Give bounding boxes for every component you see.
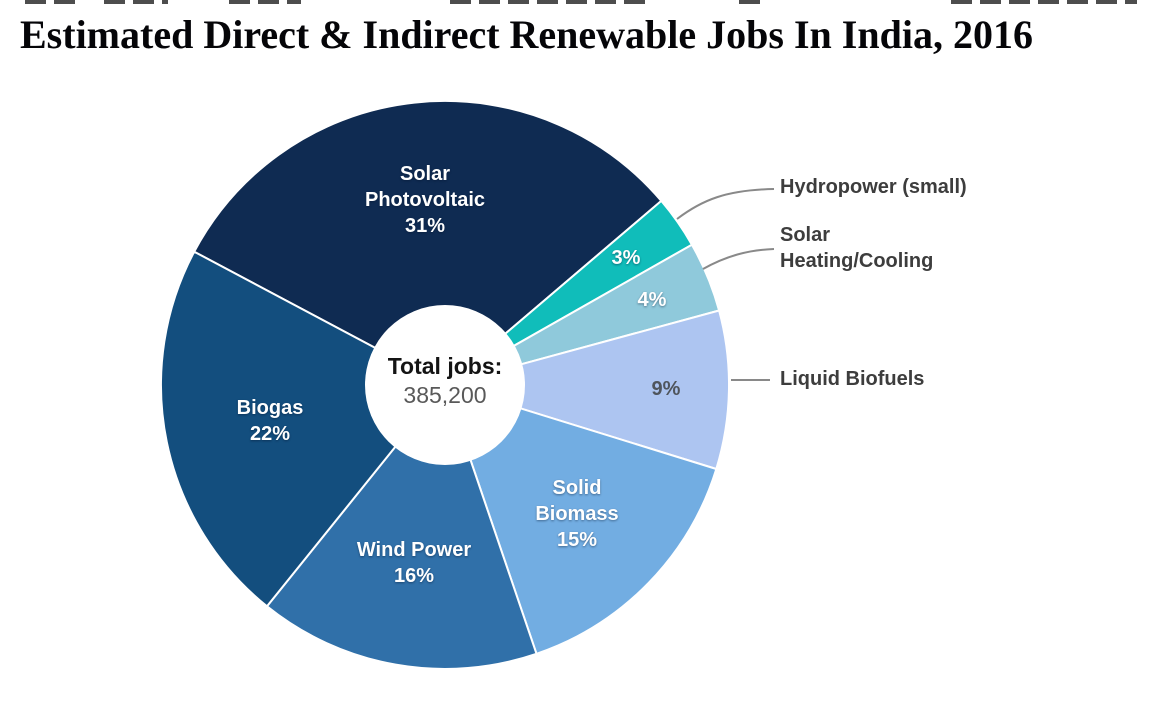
pie-slice-solid-biomass [444,384,718,655]
leader-line-solar-heating-cooling [702,248,775,270]
pie-slice-biogas [159,250,446,608]
label-solar-heating-cooling: Solar Heating/Cooling [780,222,933,274]
top-dash-group [229,0,301,4]
total-jobs-value: 385,200 [403,382,487,408]
label-liquid-biofuels: Liquid Biofuels [780,366,924,392]
top-dash-group [951,0,1137,4]
leader-line-hydropower [676,188,775,220]
label-liquid-biofuels-text: Liquid Biofuels [780,368,925,390]
leader-lines [676,188,775,381]
pie-slice-solar-photovoltaic [193,99,663,386]
top-dash-group [104,0,168,4]
pie-slice-liquid-biofuels [444,309,730,470]
label-solar-line1: Solar [780,224,831,246]
donut-hole [365,305,525,465]
top-dash-group [450,0,651,4]
page-title: Estimated Direct & Indirect Renewable Jo… [20,12,1033,57]
pie-slices [159,99,730,670]
top-dash-group [739,0,762,4]
label-hydropower-small-text: Hydropower (small) [780,176,967,198]
label-hydropower-small: Hydropower (small) [780,174,967,200]
center-total-label: Total jobs: 385,200 [388,352,503,410]
total-jobs-label: Total jobs: [387,353,503,379]
top-dash-group [25,0,77,4]
label-solar-line2: Heating/Cooling [780,250,934,272]
